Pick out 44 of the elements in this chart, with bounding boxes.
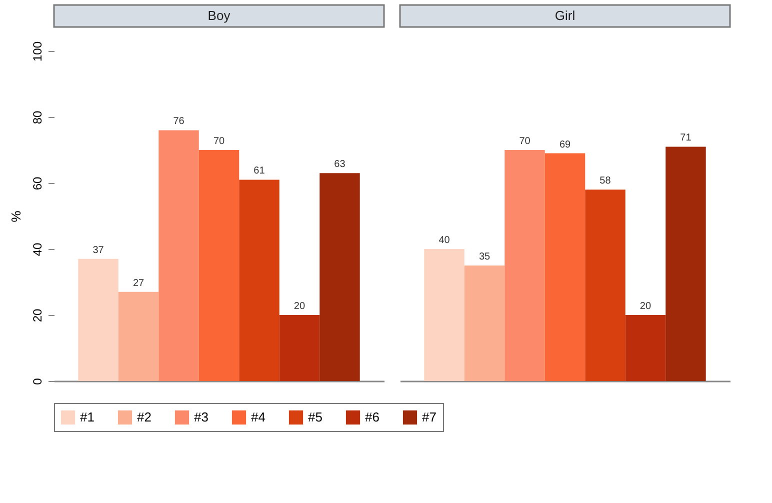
legend-label: #6 [365, 409, 380, 424]
y-tick-label: 80 [30, 110, 44, 124]
legend-label: #7 [422, 409, 436, 424]
y-axis-title: % [8, 210, 24, 222]
data-label: 20 [640, 301, 652, 312]
y-tick-label: 20 [30, 308, 44, 322]
y-tick-label: 0 [30, 378, 44, 385]
bar [158, 130, 199, 381]
x-tick-label: Girl [554, 8, 576, 23]
bar [198, 150, 240, 381]
data-label: 61 [254, 166, 266, 177]
data-label: 40 [438, 235, 450, 246]
data-label: 69 [559, 139, 571, 150]
legend-label: #5 [308, 409, 322, 424]
y-tick-label: 100 [30, 41, 44, 62]
bar [464, 266, 505, 381]
bar [585, 190, 626, 381]
bar [666, 146, 706, 381]
x-tick-label: Boy [208, 8, 231, 23]
legend-label: #4 [251, 409, 266, 424]
data-label: 76 [173, 116, 185, 128]
bar [544, 153, 586, 381]
bar [320, 173, 360, 381]
bar [625, 315, 666, 381]
data-label: 27 [132, 278, 145, 289]
legend-label: #3 [194, 409, 208, 424]
data-label: 37 [92, 244, 104, 256]
bar [424, 249, 464, 381]
y-tick-label: 60 [30, 176, 44, 190]
data-label: 70 [519, 136, 531, 147]
data-label: 58 [600, 176, 612, 187]
data-label: 35 [478, 252, 491, 262]
bar [118, 292, 159, 381]
data-label: 63 [334, 159, 346, 170]
y-tick-label: 40 [30, 242, 44, 256]
legend-label: #2 [137, 409, 152, 424]
data-label: 71 [680, 132, 692, 144]
bar [239, 180, 280, 381]
bar [279, 315, 320, 381]
bar [504, 150, 545, 381]
data-label: 70 [213, 136, 225, 147]
bar [78, 258, 118, 381]
data-label: 20 [294, 301, 306, 312]
legend-label: #1 [80, 409, 94, 424]
